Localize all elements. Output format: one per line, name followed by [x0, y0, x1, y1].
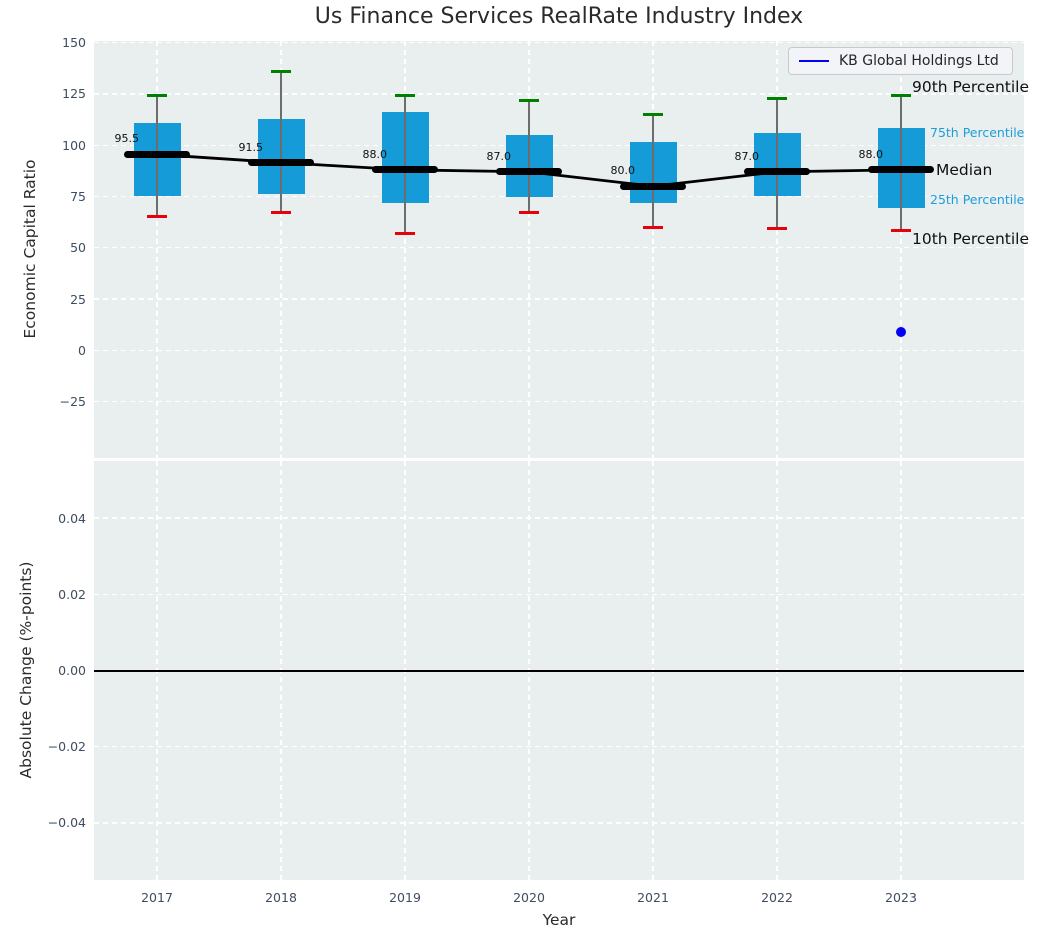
gridline-x-2019-top — [404, 41, 406, 458]
median-bar-2020 — [496, 168, 562, 176]
cap-high-2018 — [271, 69, 291, 73]
ytick-−0.02: −0.02 — [47, 739, 86, 755]
ytick-0: 0 — [78, 342, 86, 358]
median-bar-2022 — [744, 168, 810, 176]
median-bar-2021 — [620, 182, 686, 190]
ytick-100: 100 — [62, 137, 86, 153]
legend-line-icon — [799, 60, 829, 62]
xtick-2019: 2019 — [389, 890, 421, 905]
whisker-2023 — [900, 95, 902, 231]
gridline-y-50 — [94, 247, 1024, 249]
xtick-2017: 2017 — [141, 890, 173, 905]
cap-low-2023 — [891, 228, 911, 232]
top-axes-plot-area — [94, 41, 1024, 458]
percentile-label-median: Median — [936, 160, 993, 179]
cap-high-2020 — [519, 98, 539, 102]
cap-high-2023 — [891, 94, 911, 98]
ytick-125: 125 — [62, 86, 86, 102]
median-bar-2019 — [372, 166, 438, 174]
gridline-x-2023-top — [900, 41, 902, 458]
gridline-y-25 — [94, 298, 1024, 300]
median-annotation-2019: 88.0 — [362, 147, 388, 161]
gridline-x-2022-top — [776, 41, 778, 458]
xtick-2022: 2022 — [761, 890, 793, 905]
ytick-−0.04: −0.04 — [47, 815, 86, 831]
median-annotation-2020: 87.0 — [486, 149, 512, 163]
percentile-label-p90: 90th Percentile — [912, 77, 1030, 96]
gridline-x-2018-top — [280, 41, 282, 458]
ytick-−25: −25 — [59, 394, 86, 410]
whisker-2022 — [776, 98, 778, 229]
ytick-0.04: 0.04 — [58, 510, 86, 526]
gridline-x-2017-top — [156, 41, 158, 458]
whisker-2018 — [280, 71, 282, 213]
cap-low-2021 — [643, 225, 663, 229]
cap-low-2017 — [147, 215, 167, 219]
ytick-0.00: 0.00 — [58, 663, 86, 678]
gridline-x-2021-top — [652, 41, 654, 458]
gridline-y-0 — [94, 349, 1024, 351]
whisker-2020 — [528, 100, 530, 213]
gridline-y-−0.02 — [94, 746, 1024, 748]
cap-high-2022 — [767, 96, 787, 100]
gridline-y-0.02 — [94, 593, 1024, 595]
cap-high-2021 — [643, 112, 663, 116]
xtick-2021: 2021 — [637, 890, 669, 905]
x-axis-label: Year — [542, 911, 576, 929]
median-annotation-2021: 80.0 — [610, 164, 636, 178]
gridline-y-100 — [94, 144, 1024, 146]
whisker-2019 — [404, 95, 406, 234]
percentile-label-p75: 75th Percentile — [930, 124, 1025, 140]
ytick-75: 75 — [70, 188, 86, 204]
median-bar-2017 — [124, 150, 190, 158]
cap-low-2020 — [519, 211, 539, 215]
legend-label: KB Global Holdings Ltd — [839, 53, 999, 69]
zero-line — [94, 669, 1024, 672]
percentile-label-p10: 10th Percentile — [912, 230, 1030, 249]
cap-low-2018 — [271, 211, 291, 215]
ytick-25: 25 — [70, 291, 86, 307]
gridline-y-0.04 — [94, 517, 1024, 519]
kb-global-holdings-marker — [896, 326, 906, 337]
cap-low-2022 — [767, 226, 787, 230]
ytick-150: 150 — [62, 35, 86, 51]
legend: KB Global Holdings Ltd — [788, 47, 1013, 75]
gridline-y-−0.04 — [94, 822, 1024, 824]
median-trend-line — [155, 153, 933, 188]
whisker-2021 — [652, 114, 654, 228]
xtick-2018: 2018 — [265, 890, 297, 905]
median-bar-2023 — [868, 166, 934, 174]
xtick-2023: 2023 — [885, 890, 917, 905]
xtick-2020: 2020 — [513, 890, 545, 905]
median-annotation-2018: 91.5 — [238, 140, 264, 154]
gridline-y-−25 — [94, 400, 1024, 403]
gridline-y-150 — [94, 41, 1024, 44]
median-annotation-2023: 88.0 — [858, 147, 884, 161]
chart-title: Us Finance Services RealRate Industry In… — [314, 4, 804, 29]
cap-low-2019 — [395, 231, 415, 235]
ytick-50: 50 — [70, 240, 86, 256]
gridline-y-125 — [94, 93, 1024, 95]
gridline-x-2020-top — [528, 41, 530, 458]
gridline-y-75 — [94, 195, 1024, 198]
median-bar-2018 — [248, 159, 314, 167]
ytick-0.02: 0.02 — [58, 586, 86, 602]
median-annotation-2017: 95.5 — [114, 132, 140, 146]
median-annotation-2022: 87.0 — [734, 149, 760, 163]
cap-high-2019 — [395, 94, 415, 98]
cap-high-2017 — [147, 94, 167, 98]
percentile-label-p25: 25th Percentile — [930, 191, 1025, 207]
